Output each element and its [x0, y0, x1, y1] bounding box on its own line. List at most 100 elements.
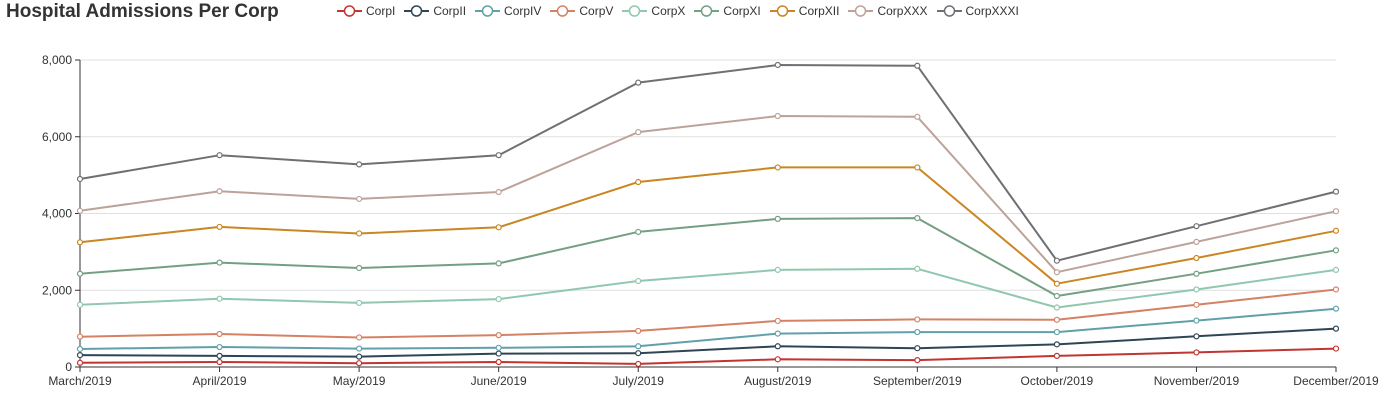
data-point-corpx[interactable] — [774, 266, 781, 274]
data-point-corpv[interactable] — [495, 332, 502, 339]
data-point-corpii[interactable] — [1053, 341, 1060, 348]
data-point-corpxxxi[interactable] — [914, 62, 921, 69]
chart-title: Hospital Admissions Per Corp — [6, 1, 279, 22]
data-point-corpxii[interactable] — [774, 164, 781, 171]
data-point-corpi[interactable] — [356, 360, 363, 367]
legend-item-corpx[interactable]: CorpX — [622, 4, 685, 18]
data-point-corpv[interactable] — [1332, 286, 1340, 293]
data-point-corpxii[interactable] — [1053, 280, 1060, 287]
data-point-corpxxxi[interactable] — [76, 175, 84, 183]
legend-item-corpxii[interactable]: CorpXII — [769, 4, 839, 18]
data-point-corpx[interactable] — [635, 277, 642, 285]
data-point-corpii[interactable] — [914, 345, 921, 352]
data-point-corpxi[interactable] — [774, 215, 781, 222]
data-point-corpi[interactable] — [1053, 352, 1060, 359]
data-point-corpx[interactable] — [216, 295, 223, 302]
data-point-corpii[interactable] — [495, 350, 502, 357]
data-point-corpxxx[interactable] — [1193, 238, 1200, 245]
data-point-corpi[interactable] — [76, 359, 84, 366]
data-point-corpx[interactable] — [356, 299, 363, 307]
data-point-corpi[interactable] — [635, 360, 642, 368]
data-point-corpi[interactable] — [1193, 349, 1200, 356]
data-point-corpxxx[interactable] — [1332, 208, 1340, 215]
data-point-corpii[interactable] — [356, 353, 363, 360]
data-point-corpxxx[interactable] — [914, 113, 921, 120]
data-point-corpx[interactable] — [1193, 286, 1200, 293]
data-point-corpxxxi[interactable] — [356, 161, 363, 168]
data-point-corpiv[interactable] — [635, 343, 642, 350]
data-point-corpv[interactable] — [774, 317, 781, 325]
data-point-corpxi[interactable] — [1053, 292, 1060, 300]
data-point-corpx[interactable] — [1053, 304, 1060, 311]
data-point-corpxi[interactable] — [1332, 247, 1340, 254]
data-point-corpxi[interactable] — [635, 228, 642, 236]
data-point-corpi[interactable] — [216, 358, 223, 366]
data-point-corpiv[interactable] — [216, 343, 223, 351]
legend-item-corpi[interactable]: CorpI — [337, 4, 395, 18]
data-point-corpxxx[interactable] — [774, 112, 781, 120]
data-point-corpxii[interactable] — [1193, 254, 1200, 262]
legend-item-corpv[interactable]: CorpV — [550, 4, 613, 18]
data-point-corpv[interactable] — [76, 333, 84, 340]
data-point-corpxi[interactable] — [216, 259, 223, 266]
data-point-corpv[interactable] — [356, 334, 363, 341]
data-point-corpv[interactable] — [914, 316, 921, 323]
data-point-corpiv[interactable] — [914, 328, 921, 336]
legend-item-corpxi[interactable]: CorpXI — [694, 4, 761, 18]
data-point-corpi[interactable] — [774, 356, 781, 363]
data-point-corpxxx[interactable] — [216, 188, 223, 195]
data-point-corpxxx[interactable] — [76, 207, 84, 214]
data-point-corpxxxi[interactable] — [1193, 223, 1200, 230]
data-point-corpii[interactable] — [216, 352, 223, 359]
data-point-corpi[interactable] — [495, 358, 502, 366]
data-point-corpi[interactable] — [914, 356, 921, 364]
legend-item-corpxxxi[interactable]: CorpXXXI — [936, 4, 1019, 18]
data-point-corpiv[interactable] — [356, 345, 363, 352]
data-point-corpxxxi[interactable] — [1053, 257, 1060, 264]
data-point-corpx[interactable] — [495, 295, 502, 303]
data-point-corpii[interactable] — [635, 350, 642, 357]
data-point-corpii[interactable] — [1193, 333, 1200, 340]
data-point-corpxi[interactable] — [356, 264, 363, 272]
data-point-corpxi[interactable] — [1193, 270, 1200, 277]
data-point-corpxii[interactable] — [1332, 227, 1340, 234]
data-point-corpii[interactable] — [1332, 325, 1340, 332]
data-point-corpii[interactable] — [76, 352, 84, 359]
data-point-corpxii[interactable] — [495, 224, 502, 231]
legend-item-corpxxx[interactable]: CorpXXX — [848, 4, 928, 18]
data-point-corpxii[interactable] — [914, 164, 921, 171]
data-point-corpiv[interactable] — [1053, 328, 1060, 336]
data-point-corpxi[interactable] — [76, 270, 84, 277]
data-point-corpxii[interactable] — [76, 239, 84, 246]
data-point-corpiv[interactable] — [495, 344, 502, 351]
data-point-corpiv[interactable] — [76, 345, 84, 353]
data-point-corpiv[interactable] — [1193, 317, 1200, 324]
data-point-corpxxx[interactable] — [1053, 269, 1060, 276]
data-point-corpv[interactable] — [216, 330, 223, 338]
data-point-corpv[interactable] — [1053, 316, 1060, 323]
data-point-corpxi[interactable] — [914, 215, 921, 222]
data-point-corpxxx[interactable] — [635, 129, 642, 136]
data-point-corpxxx[interactable] — [495, 188, 502, 196]
data-point-corpxxxi[interactable] — [216, 152, 223, 159]
data-point-corpxxxi[interactable] — [1332, 188, 1340, 195]
data-point-corpx[interactable] — [914, 265, 921, 272]
data-point-corpxxxi[interactable] — [635, 79, 642, 86]
data-point-corpxii[interactable] — [216, 223, 223, 231]
data-point-corpxii[interactable] — [356, 230, 363, 237]
data-point-corpxi[interactable] — [495, 260, 502, 267]
data-point-corpxxxi[interactable] — [495, 152, 502, 159]
data-point-corpx[interactable] — [76, 301, 84, 308]
data-point-corpiv[interactable] — [774, 330, 781, 337]
data-point-corpx[interactable] — [1332, 266, 1340, 274]
data-point-corpxii[interactable] — [635, 178, 642, 186]
data-point-corpiv[interactable] — [1332, 305, 1340, 312]
legend-item-corpii[interactable]: CorpII — [404, 4, 466, 18]
data-point-corpxxxi[interactable] — [774, 61, 781, 69]
data-point-corpv[interactable] — [1193, 301, 1200, 308]
data-point-corpxxx[interactable] — [356, 195, 363, 203]
data-point-corpii[interactable] — [774, 343, 781, 350]
legend-item-corpiv[interactable]: CorpIV — [475, 4, 541, 18]
data-point-corpv[interactable] — [635, 327, 642, 335]
data-point-corpi[interactable] — [1332, 345, 1340, 352]
